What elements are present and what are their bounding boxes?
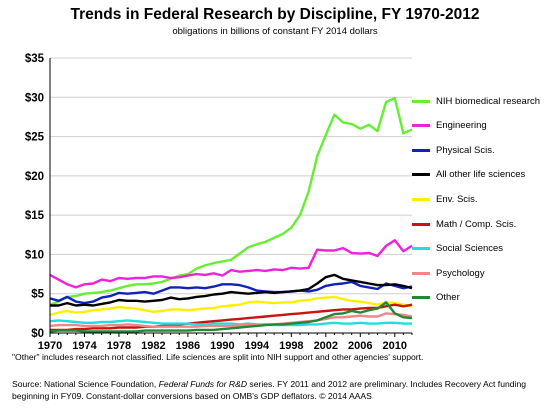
x-tick-label: 2006: [348, 340, 372, 352]
y-tick-label: $35: [25, 53, 45, 65]
legend-label: Social Sciences: [436, 243, 504, 255]
series-line-physical-scis: [49, 280, 413, 305]
series-line-nih-biomedical-research: [49, 96, 413, 306]
legend-swatch: [412, 99, 430, 103]
legend-swatch: [412, 148, 430, 152]
legend-item-social-sciences: Social Sciences: [412, 242, 503, 256]
x-tick-label: 2002: [314, 340, 338, 352]
x-tick-label: 1982: [141, 340, 165, 352]
legend-item-nih-biomedical-research: NIH biomedical research: [412, 94, 540, 108]
legend-label: Psychology: [436, 267, 485, 279]
series-line-math-comp-scis: [50, 303, 413, 332]
legend-label: Env. Scis.: [436, 193, 478, 205]
footnote: "Other" includes research not classified…: [12, 352, 424, 362]
y-tick-label: $25: [25, 132, 45, 144]
series-line-social-sciences: [49, 319, 412, 327]
legend-item-other: Other: [412, 291, 460, 305]
series-lines: [49, 96, 413, 333]
legend-label: All other life sciences: [436, 169, 526, 181]
x-tick-label: 1986: [176, 340, 200, 352]
source-suffix: series. FY 2011 and 2012 are preliminary…: [12, 379, 527, 401]
x-axis-ticks: 1970 1974 1978 1982 1986 1990 1994 1998 2002 2006…: [38, 333, 413, 352]
source-title: Federal Funds for R&D: [158, 379, 248, 389]
legend-label: Other: [436, 292, 460, 304]
source-prefix: Source: National Science Foundation,: [12, 379, 159, 389]
x-tick-label: 1978: [107, 340, 131, 352]
legend-item-engineering: Engineering: [412, 119, 487, 133]
legend-label: Physical Scis.: [436, 144, 495, 156]
y-tick-label: $20: [25, 171, 44, 183]
x-tick-label: 1974: [72, 340, 97, 352]
legend-swatch: [412, 296, 430, 300]
x-tick-label: 1990: [210, 340, 234, 352]
legend-item-math-comp-scis: Math / Comp. Scis.: [412, 217, 516, 231]
series-line-psychology: [49, 312, 413, 328]
grid-lines: [50, 57, 412, 295]
legend-item-env-scis: Env. Scis.: [412, 192, 478, 206]
y-tick-label: $0: [31, 328, 44, 340]
x-tick-label: 1998: [279, 340, 303, 352]
legend-swatch: [412, 247, 430, 251]
x-tick-label: 1994: [245, 340, 270, 352]
y-tick-label: $5: [31, 289, 44, 301]
series-line-other: [49, 301, 413, 333]
y-axis-ticks: $0 $5 $10 $15 $20 $25 $30 $35: [25, 53, 45, 340]
legend-label: Math / Comp. Scis.: [436, 218, 517, 230]
legend-label: Engineering: [436, 120, 487, 132]
y-tick-label: $30: [25, 92, 44, 104]
legend-swatch: [412, 173, 430, 177]
legend-swatch: [412, 197, 430, 201]
legend-label: NIH biomedical research: [436, 95, 541, 107]
source-note: Source: National Science Foundation, Fed…: [12, 378, 542, 402]
chart-subtitle: obligations in billions of constant FY 2…: [172, 26, 378, 37]
legend-swatch: [412, 222, 430, 226]
chart-title: Trends in Federal Research by Discipline…: [70, 6, 480, 23]
y-tick-label: $10: [25, 249, 44, 261]
legend-swatch: [412, 124, 430, 128]
series-line-engineering: [49, 239, 413, 289]
legend-item-all-other-life-sciences: All other life sciences: [412, 168, 525, 182]
series-line-all-other-life-sciences: [50, 273, 413, 307]
legend-swatch: [412, 271, 430, 275]
legend-item-psychology: Psychology: [412, 266, 485, 280]
y-tick-label: $15: [25, 210, 45, 222]
series-line-env-scis: [49, 295, 413, 317]
x-tick-label: 2010: [383, 340, 407, 352]
x-tick-label: 1970: [38, 340, 62, 352]
legend-item-physical-scis: Physical Scis.: [412, 143, 495, 157]
